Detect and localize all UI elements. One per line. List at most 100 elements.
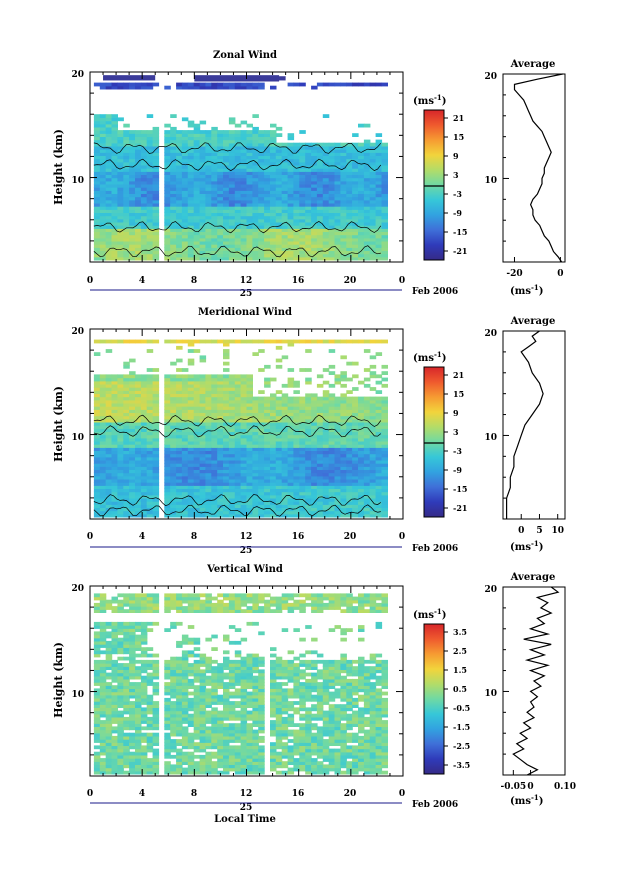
- heatmap-cell: [152, 463, 160, 467]
- heatmap-cell: [375, 352, 383, 356]
- heatmap-cell: [193, 171, 201, 175]
- heatmap-cell: [123, 187, 130, 191]
- heatmap-cell: [111, 669, 118, 674]
- heatmap-cell: [381, 256, 388, 261]
- heatmap-cell: [340, 145, 347, 150]
- heatmap-cell: [352, 491, 359, 496]
- heatmap-cell: [363, 396, 371, 401]
- heatmap-cell: [305, 513, 312, 518]
- heatmap-cell: [252, 206, 259, 210]
- heatmap-cell: [193, 501, 201, 505]
- heatmap-cell: [140, 764, 148, 769]
- heatmap-cell: [93, 155, 101, 160]
- heatmap-cell: [93, 758, 101, 762]
- heatmap-cell: [316, 183, 324, 188]
- heatmap-cell: [211, 428, 218, 432]
- heatmap-cell: [146, 742, 154, 746]
- heatmap-cell: [358, 168, 365, 172]
- heatmap-cell: [258, 212, 265, 217]
- heatmap-cell: [152, 459, 160, 464]
- heatmap-cell: [264, 444, 271, 448]
- heatmap-cell: [111, 463, 118, 467]
- heatmap-cell: [123, 406, 130, 410]
- heatmap-cell: [228, 466, 236, 470]
- heatmap-cell: [346, 485, 353, 489]
- heatmap-cell: [311, 221, 318, 226]
- heatmap-cell: [281, 193, 289, 198]
- heatmap-cell: [211, 158, 218, 163]
- heatmap-cell: [187, 177, 195, 182]
- heatmap-cell: [187, 152, 195, 156]
- heatmap-cell: [164, 456, 171, 461]
- heatmap-cell: [140, 180, 148, 185]
- heatmap-cell: [375, 402, 383, 407]
- heatmap-cell: [205, 145, 212, 150]
- heatmap-cell: [334, 412, 341, 417]
- heatmap-cell: [375, 469, 383, 474]
- heatmap-cell: [305, 158, 312, 163]
- heatmap-cell: [117, 745, 124, 750]
- heatmap-cell: [334, 437, 341, 442]
- heatmap-cell: [316, 339, 324, 344]
- heatmap-cell: [111, 240, 118, 245]
- heatmap-cell: [217, 494, 224, 499]
- heatmap-cell: [117, 240, 124, 245]
- heatmap-cell: [311, 237, 318, 242]
- heatmap-cell: [363, 145, 371, 150]
- heatmap-cell: [99, 640, 107, 645]
- heatmap-cell: [135, 450, 142, 455]
- heatmap-cell: [117, 164, 124, 169]
- heatmap-cell: [93, 415, 101, 420]
- heatmap-cell: [117, 694, 124, 699]
- heatmap-cell: [363, 187, 371, 191]
- heatmap-cell: [205, 190, 212, 194]
- heatmap-cell: [316, 231, 324, 236]
- heatmap-cell: [211, 171, 218, 175]
- heatmap-cell: [334, 174, 341, 179]
- heatmap-cell: [99, 628, 107, 632]
- heatmap-cell: [293, 507, 300, 512]
- heatmap-cell: [358, 177, 365, 182]
- heatmap-cell: [105, 196, 113, 201]
- heatmap-cell: [381, 418, 388, 423]
- heatmap-cell: [193, 377, 201, 382]
- heatmap-cell: [123, 412, 130, 417]
- heatmap-cell: [93, 463, 101, 467]
- heatmap-cell: [258, 171, 265, 175]
- heatmap-cell: [123, 735, 130, 740]
- heatmap-cell: [140, 685, 148, 689]
- heatmap-cell: [111, 412, 118, 417]
- heatmap-cell: [316, 145, 324, 150]
- heatmap-cell: [123, 180, 130, 185]
- heatmap-cell: [381, 428, 388, 432]
- heatmap-cell: [199, 202, 207, 207]
- heatmap-cell: [217, 488, 224, 493]
- heatmap-cell: [111, 152, 118, 156]
- heatmap-cell: [105, 463, 113, 467]
- heatmap-cell: [129, 685, 136, 689]
- heatmap-cell: [264, 164, 271, 169]
- heatmap-cell: [316, 161, 324, 166]
- heatmap-cell: [240, 374, 248, 379]
- heatmap-cell: [252, 190, 259, 194]
- heatmap-cell: [152, 399, 160, 404]
- heatmap-cell: [111, 380, 118, 385]
- contour-line: [93, 425, 382, 438]
- heatmap-cell: [240, 212, 248, 217]
- heatmap-cell: [117, 387, 124, 391]
- heatmap-cell: [135, 161, 142, 166]
- heatmap-cell: [117, 221, 124, 226]
- heatmap-cell: [123, 656, 130, 661]
- heatmap-cell: [346, 444, 353, 448]
- heatmap-cell: [140, 628, 148, 632]
- heatmap-cell: [111, 739, 118, 743]
- heatmap-cell: [375, 250, 383, 255]
- heatmap-cell: [152, 187, 160, 191]
- heatmap-cell: [299, 485, 306, 489]
- heatmap-cell: [117, 199, 124, 204]
- heatmap-cell: [99, 237, 107, 242]
- heatmap-cell: [334, 82, 341, 87]
- heatmap-cell: [170, 136, 177, 141]
- heatmap-cell: [346, 145, 353, 150]
- heatmap-cell: [281, 440, 289, 445]
